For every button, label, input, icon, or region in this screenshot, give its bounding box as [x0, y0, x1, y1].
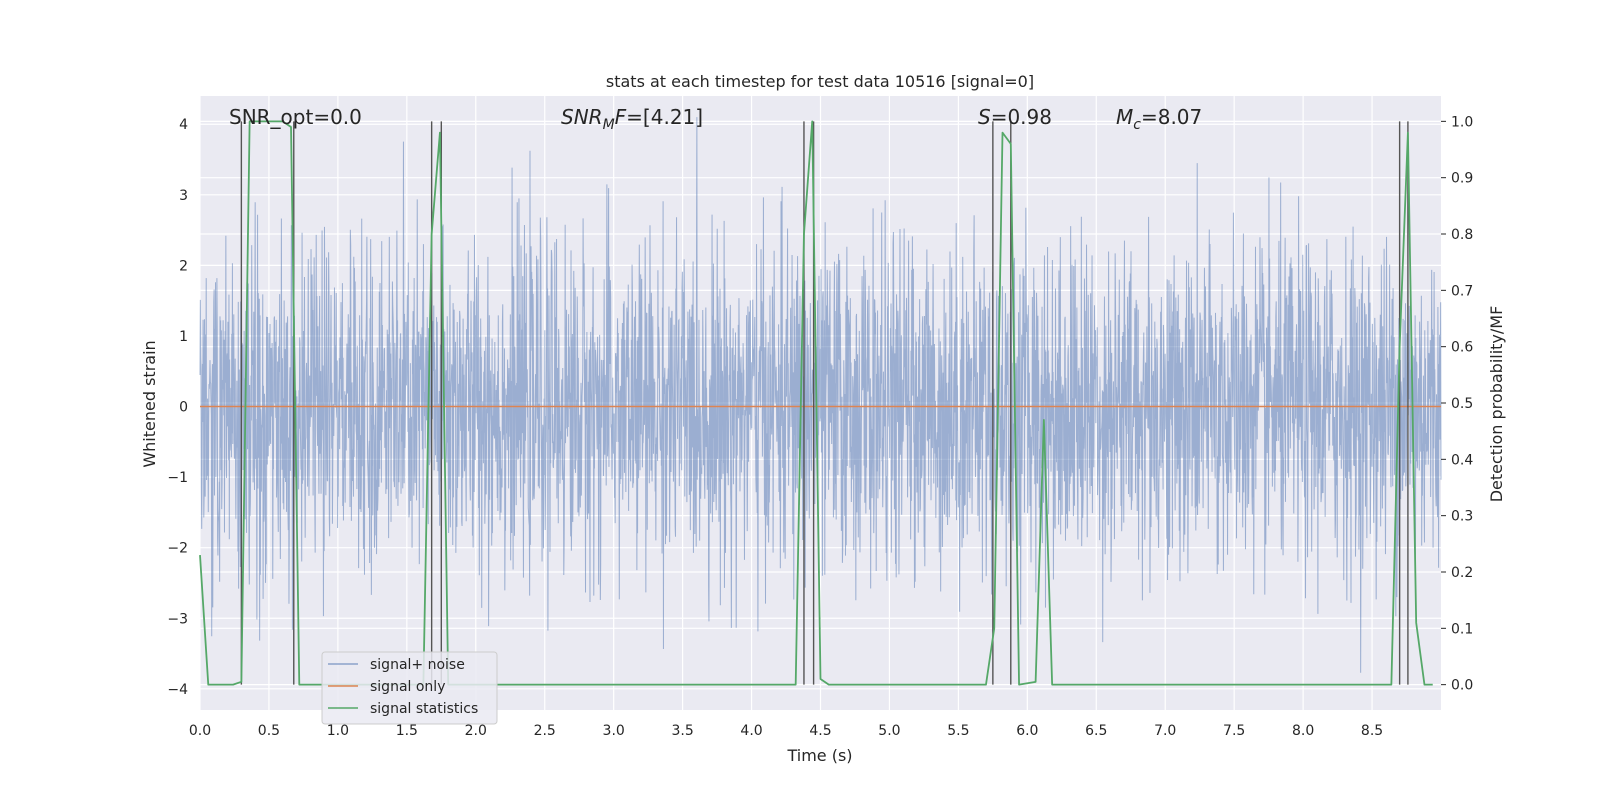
y-axis-right-ticks: 1.0 0.9 0.8 0.7 0.6 0.5 0.4 0.3 0.2 0.1 0.0: [1441, 114, 1473, 694]
y-tick-label-right: 0.1: [1451, 621, 1473, 637]
x-tick-label: 8.0: [1292, 723, 1314, 739]
annotation-mc-subscript: c: [1133, 117, 1141, 133]
x-tick-label: 6.0: [1016, 723, 1038, 739]
annotation-s-symbol: S: [978, 105, 991, 129]
y-tick-label-left: −4: [167, 682, 188, 698]
x-tick-label: 4.5: [809, 723, 831, 739]
x-tick-label: 3.0: [603, 723, 625, 739]
vertical-lines: [240, 121, 1409, 685]
y-axis-left-ticks: 4 3 2 1 0 −1 −2 −3 −4: [167, 117, 188, 698]
x-axis-ticks: 0.0 0.5 1.0 1.5 2.0 2.5 3.0 3.5 4.0 4.5 5.0 5.5 6.0 6…: [189, 723, 1383, 739]
y-tick-label-right: 0.9: [1451, 171, 1473, 187]
annotation-snr-mf-symbol: SNR: [561, 105, 603, 129]
x-tick-label: 0.0: [189, 723, 211, 739]
annotation-s-value: =0.98: [991, 105, 1052, 129]
signal-statistics-series: [199, 120, 1433, 686]
y-tick-label-right: 0.3: [1451, 509, 1473, 525]
series-line-signal-noise: [199, 117, 1442, 673]
y-tick-label-left: −3: [167, 611, 188, 627]
y-tick-label-right: 0.5: [1451, 396, 1473, 412]
x-tick-label: 2.0: [465, 723, 487, 739]
series-line-signal-statistics: [199, 120, 1433, 686]
y-tick-label-right: 0.7: [1451, 283, 1473, 299]
x-tick-label: 1.5: [396, 723, 418, 739]
y-axis-left-label: Whitened strain: [140, 340, 159, 467]
y-tick-label-left: 3: [179, 188, 188, 204]
x-tick-label: 1.0: [327, 723, 349, 739]
legend-label-signal-only: signal only: [370, 679, 445, 695]
x-axis-label: Time (s): [786, 746, 852, 765]
annotation-snr-mf-subscript: M: [603, 117, 615, 133]
x-tick-label: 2.5: [534, 723, 556, 739]
annotation-snr-mf-f: F: [615, 105, 627, 129]
legend-label-signal-noise: signal+ noise: [370, 657, 465, 673]
y-tick-label-left: −2: [167, 541, 188, 557]
x-tick-label: 3.5: [671, 723, 693, 739]
y-tick-label-right: 0.6: [1451, 340, 1473, 356]
annotation-snr-mf-value: =[4.21]: [626, 105, 703, 129]
y-tick-label-right: 0.4: [1451, 452, 1473, 468]
y-axis-right-label: Detection probability/MF: [1487, 306, 1506, 503]
annotation-s: S=0.98: [978, 105, 1052, 129]
x-tick-label: 8.5: [1361, 723, 1383, 739]
x-tick-label: 4.0: [740, 723, 762, 739]
y-tick-label-left: 2: [179, 258, 188, 274]
annotation-snr-mf: SNRMF=[4.21]: [561, 105, 703, 133]
y-tick-label-right: 1.0: [1451, 114, 1473, 130]
signal-noise-series: [199, 117, 1442, 673]
chart-title: stats at each timestep for test data 105…: [606, 72, 1034, 91]
x-tick-label: 7.0: [1154, 723, 1176, 739]
x-tick-label: 6.5: [1085, 723, 1107, 739]
y-tick-label-left: 0: [179, 400, 188, 416]
y-tick-label-left: 4: [179, 117, 188, 133]
x-tick-label: 0.5: [258, 723, 280, 739]
legend: signal+ noise signal only signal statist…: [321, 651, 498, 725]
x-tick-label: 5.5: [947, 723, 969, 739]
y-tick-label-right: 0.8: [1451, 227, 1473, 243]
legend-label-signal-statistics: signal statistics: [370, 701, 478, 717]
y-tick-label-right: 0.0: [1451, 678, 1473, 694]
annotation-mc-value: =8.07: [1141, 105, 1202, 129]
x-tick-label: 5.0: [878, 723, 900, 739]
x-tick-label: 7.5: [1223, 723, 1245, 739]
y-tick-label-left: 1: [179, 329, 188, 345]
annotation-mc-symbol: M: [1116, 105, 1133, 129]
y-tick-label-right: 0.2: [1451, 565, 1473, 581]
annotation-snr-opt: SNR_opt=0.0: [229, 105, 362, 129]
legend-box: [321, 651, 498, 725]
annotation-mc: Mc=8.07: [1116, 105, 1202, 133]
y-tick-label-left: −1: [167, 470, 188, 486]
